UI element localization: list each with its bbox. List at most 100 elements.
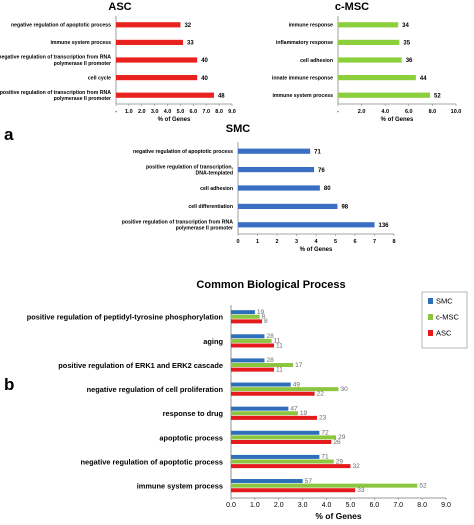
x-tick-label: 0	[236, 239, 239, 245]
chart-title: c-MSC	[335, 1, 369, 13]
bar-asc	[231, 367, 274, 372]
category-label: cell adhesion	[300, 58, 333, 64]
data-label: 36	[406, 58, 413, 64]
x-tick-label: -	[337, 109, 339, 115]
data-label: 29	[338, 434, 346, 441]
bar-c-msc	[231, 387, 339, 392]
x-tick-label: 7.0	[393, 502, 403, 509]
data-label: 30	[341, 386, 349, 393]
bar-c-msc	[231, 363, 294, 368]
category-label: inflammatory response	[276, 40, 333, 46]
bar-asc	[231, 439, 332, 444]
bar-smc	[231, 310, 255, 315]
bar	[238, 148, 311, 154]
data-label: 19	[257, 309, 265, 316]
data-label: 44	[420, 76, 427, 82]
data-label: 23	[319, 415, 327, 422]
x-tick-label: 7	[373, 239, 376, 245]
x-tick-label: 8.0	[429, 109, 437, 115]
x-tick-label: 4.0	[164, 109, 172, 115]
bar-asc	[231, 343, 274, 348]
category-label: response to drug	[163, 409, 224, 418]
bar-c-msc	[231, 483, 418, 488]
x-tick-label: 6.0	[190, 109, 198, 115]
x-tick-label: 7.0	[202, 109, 210, 115]
x-tick-label: 1.0	[125, 109, 133, 115]
category-label: positive regulation of transcription fro…	[122, 220, 234, 232]
category-label: positive regulation of transcription, DNA…	[146, 164, 234, 176]
x-tick-label: -	[115, 109, 117, 115]
legend-swatch	[428, 314, 433, 320]
bar	[116, 39, 184, 45]
category-label: immune system process	[272, 93, 333, 99]
x-tick-label: 6.0	[369, 502, 379, 509]
category-label: immune system process	[50, 40, 111, 46]
bar	[338, 75, 416, 81]
data-label: 17	[295, 362, 303, 369]
data-label: 52	[434, 93, 441, 99]
chart-title: SMC	[226, 123, 251, 135]
chart-smc: SMC negative regulation of apoptotic proc…	[122, 123, 396, 253]
data-label: 26	[333, 439, 341, 446]
bar	[338, 22, 399, 28]
x-axis-title: % of Genes	[315, 511, 362, 521]
data-label: 11	[274, 338, 281, 345]
x-tick-label: 2.0	[138, 109, 146, 115]
legend: SMC c-MSC ASC	[421, 291, 468, 349]
bar-asc	[231, 319, 263, 324]
chart-title: ASC	[108, 1, 131, 13]
chart-title: Common Biological Process	[196, 279, 345, 291]
data-label: 71	[321, 454, 329, 461]
data-label: 32	[184, 23, 191, 29]
x-tick-label: 8	[392, 239, 395, 245]
data-label: 19	[300, 410, 308, 417]
category-label: negative regulation of apoptotic process	[133, 149, 233, 155]
bar	[116, 75, 198, 81]
data-label: 72	[321, 430, 329, 437]
x-tick-label: 4	[314, 239, 318, 245]
category-label: negative regulation of transcription fro…	[0, 55, 111, 67]
legend-label: SMC	[436, 297, 453, 306]
legend-label: ASC	[436, 329, 452, 338]
x-tick-label: 6.0	[405, 109, 413, 115]
bar-asc	[231, 415, 317, 420]
category-label: aging	[203, 337, 223, 346]
category-label: immune response	[289, 23, 334, 29]
category-label: cell adhesion	[200, 186, 233, 192]
data-label: 28	[266, 357, 274, 364]
data-label: 32	[352, 463, 360, 470]
x-tick-label: 2.0	[274, 502, 284, 509]
bar	[238, 222, 375, 228]
x-tick-label: 4.0	[322, 502, 332, 509]
data-label: 76	[318, 168, 325, 174]
category-label: positive regulation of transcription fro…	[0, 90, 111, 102]
category-label: cell cycle	[88, 75, 111, 81]
bar	[238, 167, 315, 173]
data-label: 34	[402, 23, 409, 29]
category-label: immune system process	[137, 482, 223, 491]
bar-smc	[231, 334, 265, 339]
bar-asc	[231, 488, 356, 493]
bar	[338, 39, 400, 45]
data-label: 40	[201, 76, 208, 82]
x-axis-title: % of Genes	[158, 117, 191, 123]
data-label: 22	[317, 391, 325, 398]
chart-panels: ASC negative regulation of apoptotic proc…	[0, 1, 468, 521]
bar-c-msc	[231, 411, 298, 416]
chart-c-msc: c-MSC immune response 34 inflammatory respo…	[272, 1, 461, 123]
bar-c-msc	[231, 338, 272, 343]
x-tick-label: 2	[275, 239, 278, 245]
data-label: 52	[419, 482, 427, 489]
bar	[116, 92, 214, 98]
data-label: 80	[324, 186, 331, 192]
bar	[238, 185, 320, 191]
legend-swatch	[428, 330, 433, 336]
bar-smc	[231, 358, 265, 363]
data-label: 11	[276, 342, 283, 349]
data-label: 29	[336, 458, 344, 465]
data-label: 33	[187, 41, 194, 47]
bar	[238, 203, 338, 209]
x-tick-label: 9.0	[228, 109, 236, 115]
bar-asc	[231, 464, 351, 469]
data-label: 49	[293, 381, 301, 388]
